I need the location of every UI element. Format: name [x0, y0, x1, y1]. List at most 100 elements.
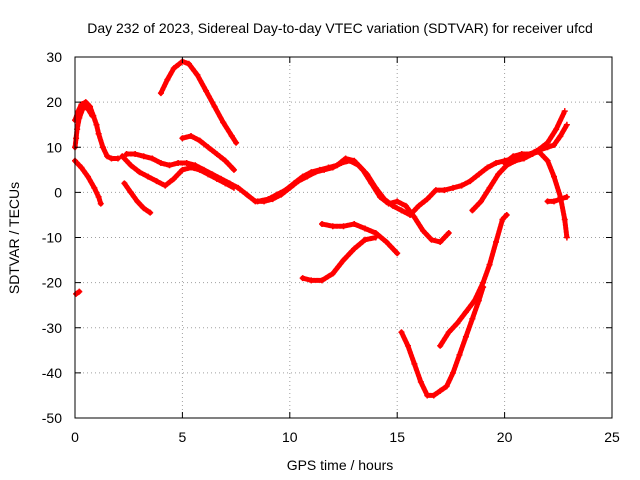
data-point: [282, 187, 289, 194]
series-arc-a: [72, 99, 121, 162]
data-point: [76, 114, 83, 121]
data-point: [136, 169, 143, 176]
data-point: [196, 137, 203, 144]
series-arc-n: [437, 211, 510, 349]
series-arc-g: [121, 180, 154, 216]
data-point: [84, 105, 91, 112]
data-point: [394, 198, 401, 205]
data-point: [325, 164, 332, 171]
data-point: [553, 126, 560, 133]
data-point: [458, 182, 465, 189]
data-point: [145, 173, 152, 180]
data-point: [334, 162, 341, 169]
x-axis-ticks: 0 5 10 15 20 25: [71, 57, 620, 445]
data-point: [203, 87, 210, 94]
data-point: [563, 234, 570, 241]
data-point: [76, 288, 83, 295]
data-point: [121, 180, 128, 187]
data-point: [493, 160, 500, 167]
data-point: [254, 198, 261, 205]
data-point: [419, 227, 426, 234]
data-point: [97, 200, 104, 207]
data-point: [170, 65, 177, 72]
y-tick-label: -30: [42, 320, 62, 336]
data-point: [477, 198, 484, 205]
data-point: [123, 151, 130, 158]
series-arc-l: [299, 234, 379, 284]
series-arc-m: [398, 284, 487, 399]
data-point: [319, 277, 326, 284]
series-arc-j: [254, 155, 452, 246]
data-point: [211, 103, 218, 110]
data-point: [340, 223, 347, 230]
y-tick-label: 0: [54, 184, 62, 200]
data-point: [140, 205, 147, 212]
data-point: [551, 198, 558, 205]
x-tick-label: 10: [282, 429, 298, 445]
data-point: [563, 193, 570, 200]
data-point: [503, 211, 510, 218]
data-point: [340, 257, 347, 264]
data-point: [512, 157, 519, 164]
data-point: [404, 342, 411, 349]
data-point: [89, 112, 96, 119]
data-point: [510, 153, 517, 160]
series-arc-q: [544, 193, 570, 205]
data-point: [185, 60, 192, 67]
data-point: [450, 184, 457, 191]
data-point: [411, 214, 418, 221]
series-arc-c: [72, 157, 104, 207]
data-point: [235, 184, 242, 191]
data-point: [499, 216, 506, 223]
data-point: [486, 184, 493, 191]
data-point: [544, 144, 551, 151]
series-arc-d: [73, 288, 83, 297]
data-point: [230, 166, 237, 173]
data-point: [424, 196, 431, 203]
data-point: [78, 164, 85, 171]
data-point: [561, 108, 568, 115]
data-point: [179, 135, 186, 142]
data-point: [127, 189, 134, 196]
data-point: [424, 392, 431, 399]
data-point: [233, 139, 240, 146]
data-point: [82, 99, 89, 106]
data-point: [329, 270, 336, 277]
x-tick-label: 15: [389, 429, 405, 445]
data-point: [501, 160, 508, 167]
data-point: [80, 103, 87, 110]
y-tick-label: 30: [46, 49, 62, 65]
data-point: [411, 360, 418, 367]
data-point: [351, 220, 358, 227]
data-point: [450, 369, 457, 376]
data-point: [273, 191, 280, 198]
data-point: [114, 155, 121, 162]
data-point: [437, 342, 444, 349]
data-point: [475, 171, 482, 178]
data-point: [544, 157, 551, 164]
data-point: [316, 166, 323, 173]
data-point: [518, 151, 525, 158]
data-point: [308, 169, 315, 176]
data-point: [299, 173, 306, 180]
data-point: [192, 162, 199, 169]
data-point: [415, 202, 422, 209]
x-tick-label: 25: [604, 429, 620, 445]
data-point: [127, 162, 134, 169]
data-point: [462, 308, 469, 315]
data-point: [134, 198, 141, 205]
x-axis-label: GPS time / hours: [287, 457, 394, 473]
y-tick-label: -10: [42, 230, 62, 246]
data-point: [377, 193, 384, 200]
data-point: [428, 236, 435, 243]
data-point: [368, 180, 375, 187]
series-arc-i: [179, 132, 237, 173]
data-point: [437, 387, 444, 394]
series-trace: [124, 108, 568, 218]
data-point: [243, 191, 250, 198]
data-point: [218, 175, 225, 182]
data-point: [443, 383, 450, 390]
data-point: [132, 151, 139, 158]
